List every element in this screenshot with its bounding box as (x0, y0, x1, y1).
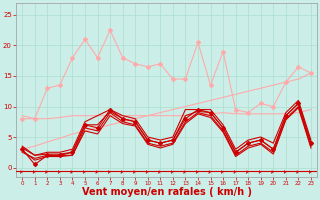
X-axis label: Vent moyen/en rafales ( km/h ): Vent moyen/en rafales ( km/h ) (82, 187, 252, 197)
